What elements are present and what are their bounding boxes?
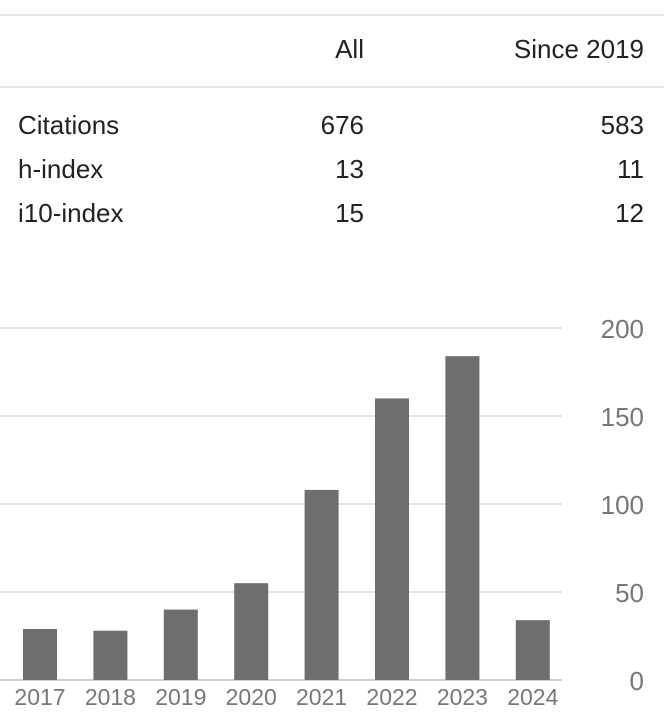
citations-per-year-chart: 0 50 100 150 200 2017 2018 2019 2020 2021 2022 2023… <box>0 314 644 710</box>
x-tick-label: 2021 <box>296 684 347 710</box>
column-header-all: All <box>335 34 364 64</box>
table-header: All Since 2019 <box>0 16 664 88</box>
x-tick-label: 2024 <box>507 684 558 710</box>
x-tick-label: 2019 <box>155 684 206 710</box>
stat-value-all: 676 <box>320 110 364 140</box>
x-tick-label: 2017 <box>14 684 65 710</box>
bar-2022[interactable] <box>375 398 409 680</box>
bar-2021[interactable] <box>304 489 339 680</box>
stat-row-h-index: h-index 13 11 <box>0 150 664 194</box>
y-tick-label: 0 <box>630 666 644 696</box>
x-tick-label: 2022 <box>366 684 417 710</box>
stat-value-since: 583 <box>600 110 644 140</box>
y-tick-label: 150 <box>601 402 644 432</box>
stat-label[interactable]: Citations <box>18 110 120 140</box>
bar-2018[interactable] <box>93 630 128 680</box>
citation-stats-table: Citations 676 583 h-index 13 11 i10-inde… <box>0 106 664 238</box>
bar-2017[interactable] <box>23 628 57 680</box>
stat-label[interactable]: i10-index <box>18 198 124 228</box>
x-tick-label: 2023 <box>437 684 488 710</box>
stat-row-i10-index: i10-index 15 12 <box>0 194 664 238</box>
column-header-since: Since 2019 <box>513 34 644 64</box>
y-tick-label: 50 <box>615 578 644 608</box>
stat-value-since: 12 <box>615 198 644 228</box>
x-tick-label: 2020 <box>226 684 277 710</box>
stat-value-since: 11 <box>617 154 644 184</box>
y-tick-label: 100 <box>601 490 644 520</box>
y-tick-label: 200 <box>601 314 644 344</box>
bar-2019[interactable] <box>163 609 198 680</box>
bar-2024[interactable] <box>515 620 550 680</box>
stat-label[interactable]: h-index <box>18 154 104 184</box>
x-tick-label: 2018 <box>85 684 136 710</box>
top-divider <box>0 14 664 16</box>
bar-2023[interactable] <box>445 356 480 680</box>
stat-row-citations: Citations 676 583 <box>0 106 664 150</box>
bar-2020[interactable] <box>234 583 269 680</box>
stat-value-all: 15 <box>335 198 364 228</box>
stat-value-all: 13 <box>335 154 364 184</box>
